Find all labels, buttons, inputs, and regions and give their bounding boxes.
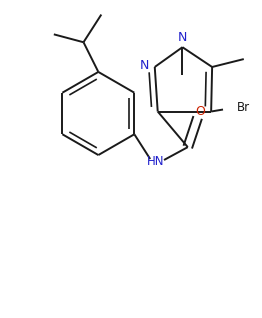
Text: O: O [196,105,206,118]
Text: Br: Br [237,101,250,114]
Text: HN: HN [147,156,165,169]
Text: N: N [140,59,150,72]
Text: N: N [178,31,187,44]
